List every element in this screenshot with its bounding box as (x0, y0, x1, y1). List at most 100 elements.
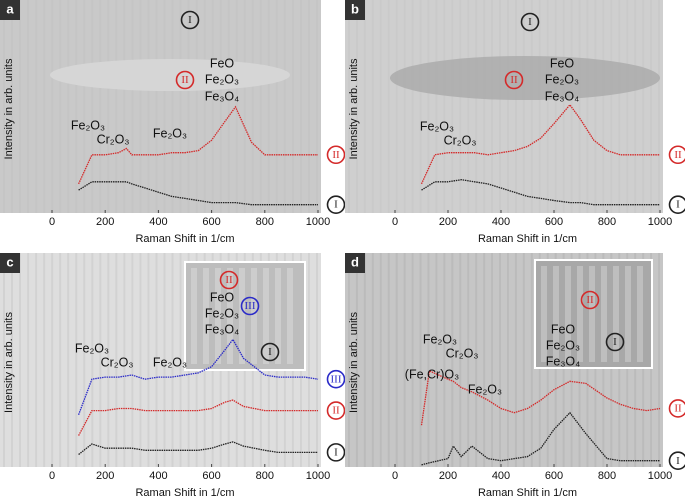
series-tag-circle (668, 145, 685, 165)
region-tag-circle (175, 70, 195, 90)
inset-texture (203, 268, 209, 364)
y-axis-label: Intensity in arb. units (3, 58, 15, 159)
series-tag-circle (326, 145, 346, 165)
series-tag: II (332, 405, 340, 417)
x-axis-label: Raman Shift in 1/cm (478, 487, 577, 499)
series-tag-circle (668, 195, 685, 214)
region-tag-circle (605, 332, 625, 352)
panel-label-box (345, 253, 365, 273)
x-tick-label: 1000 (648, 216, 672, 228)
peak-annotation: Fe₃O₄ (545, 89, 580, 103)
x-tick-label: 0 (392, 470, 398, 482)
panel-label-box (345, 0, 365, 20)
x-tick-label: 600 (545, 216, 563, 228)
peak-annotation: Fe₃O₄ (205, 89, 240, 103)
region-tag-circle (219, 270, 239, 290)
region-tag-circle (240, 296, 260, 316)
inset-texture (553, 266, 559, 362)
inset-texture (613, 266, 619, 362)
series-tag: I (334, 446, 338, 458)
inset-texture (191, 268, 197, 364)
x-tick-label: 200 (439, 470, 457, 482)
x-tick-label: 200 (96, 216, 114, 228)
inset-texture (589, 266, 595, 362)
peak-annotation: Cr₂O₃ (97, 132, 130, 146)
inset-texture (541, 266, 547, 362)
peak-annotation: Fe₃O₄ (546, 354, 581, 368)
series-tag-circle (668, 451, 685, 471)
series-tag: II (332, 149, 340, 161)
peak-annotation: (Fe,Cr)O₃ (405, 367, 459, 381)
inset-micrograph (534, 259, 653, 369)
spectrum-line (78, 105, 318, 185)
micrograph (345, 0, 663, 213)
inset-texture (263, 268, 269, 364)
x-tick-label: 1000 (306, 216, 330, 228)
peak-annotation: Fe₂O₃ (545, 72, 579, 86)
peak-annotation: FeO (210, 56, 235, 70)
inset-micrograph (184, 261, 306, 371)
peak-annotation: FeO (551, 322, 576, 336)
spectrum-line (421, 179, 660, 206)
region-tag: II (225, 274, 233, 286)
inset-texture (227, 268, 233, 364)
x-tick-label: 600 (545, 470, 563, 482)
region-tag: I (613, 336, 617, 348)
micrograph (0, 0, 321, 213)
series-tag-circle (326, 195, 346, 214)
inset-texture (215, 268, 221, 364)
inset-texture (577, 266, 583, 362)
spectrum-line (78, 181, 318, 206)
spectrum-line (421, 411, 660, 466)
x-tick-label: 400 (149, 470, 167, 482)
series-tag-circle (326, 401, 346, 420)
series-tag-circle (326, 443, 346, 462)
panel-label-box (0, 0, 20, 20)
x-tick-label: 800 (256, 470, 274, 482)
inset-texture (637, 266, 643, 362)
series-tag: I (676, 199, 680, 211)
spectrum-line (78, 399, 318, 436)
peak-annotation: Fe₂O₃ (75, 341, 109, 355)
region-tag-circle (180, 10, 200, 30)
peak-annotation: Fe₂O₃ (423, 332, 457, 346)
series-tag: II (674, 403, 682, 415)
x-tick-label: 800 (256, 216, 274, 228)
peak-annotation: Fe₂O₃ (153, 126, 187, 140)
region-tag: II (510, 74, 518, 86)
x-tick-label: 800 (598, 470, 616, 482)
peak-annotation: Fe₃O₄ (205, 322, 240, 336)
region-tag: I (528, 16, 532, 28)
damaged-region (50, 59, 290, 91)
x-tick-label: 400 (492, 470, 510, 482)
series-tag-circle (326, 369, 346, 389)
series-tag: III (331, 373, 342, 385)
damaged-region (390, 56, 660, 100)
region-tag-circle (260, 342, 280, 362)
peak-annotation: Fe₂O₃ (205, 72, 239, 86)
peak-annotation: FeO (210, 290, 235, 304)
y-axis-label: Intensity in arb. units (348, 58, 360, 159)
panel-label: a (6, 1, 14, 16)
spectrum-line (420, 103, 660, 185)
peak-annotation: Fe₂O₃ (546, 338, 580, 352)
x-tick-label: 400 (149, 216, 167, 228)
region-tag: III (245, 300, 256, 312)
region-tag: II (586, 294, 594, 306)
x-tick-label: 200 (439, 216, 457, 228)
spectrum-line (77, 338, 319, 416)
series-tag: I (676, 455, 680, 467)
x-tick-label: 600 (202, 470, 220, 482)
inset-texture (565, 266, 571, 362)
panel-label: c (6, 254, 13, 269)
inset-texture (251, 268, 257, 364)
panel-label: b (351, 1, 359, 16)
region-tag-circle (504, 70, 524, 90)
inset-texture (601, 266, 607, 362)
x-tick-label: 0 (49, 470, 55, 482)
x-tick-label: 200 (96, 470, 114, 482)
x-tick-label: 1000 (648, 470, 672, 482)
peak-annotation: Fe₂O₃ (468, 382, 502, 396)
panel-label: d (351, 254, 359, 269)
